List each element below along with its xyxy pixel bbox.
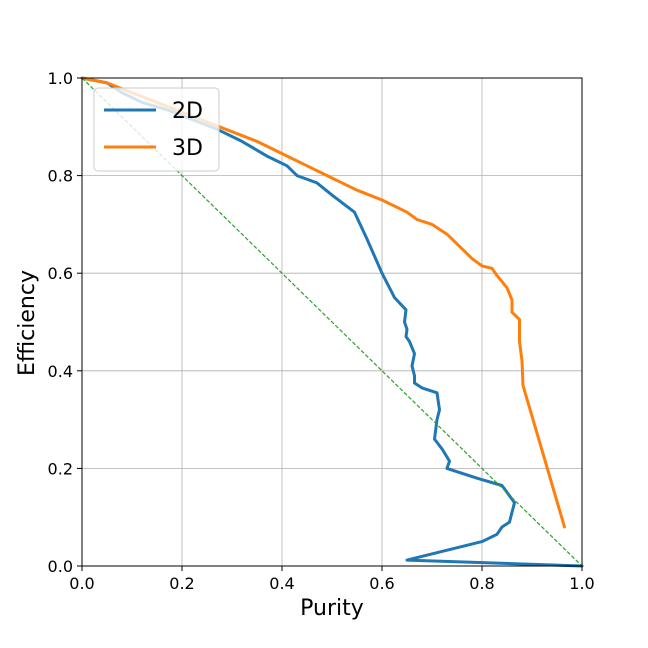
x-axis-title: Purity [300,596,364,621]
legend-label-3d: 3D [172,136,203,161]
x-tick-label: 0.8 [469,574,494,593]
legend-label-2d: 2D [172,99,203,124]
y-tick-label: 0.8 [48,167,73,186]
x-tick-label: 1.0 [569,574,594,593]
axis-ticks: 0.0 0.2 0.4 0.6 0.8 1.0 0.0 0.2 0.4 0.6 0.8 1.0 [48,69,595,593]
y-tick-label: 1.0 [48,69,73,88]
y-tick-label: 0.2 [48,459,73,478]
x-tick-label: 0.6 [369,574,394,593]
plot-frame [81,77,583,567]
series-line-2d [80,76,584,568]
y-tick-label: 0.0 [48,557,73,576]
y-axis-title: Efficiency [15,270,40,376]
legend: 2D 3D [93,87,220,172]
x-tick-label: 0.2 [169,574,194,593]
x-tick-label: 0.4 [269,574,294,593]
x-tick-label: 0.0 [69,574,94,593]
y-tick-label: 0.6 [48,264,73,283]
y-tick-label: 0.4 [48,362,73,381]
